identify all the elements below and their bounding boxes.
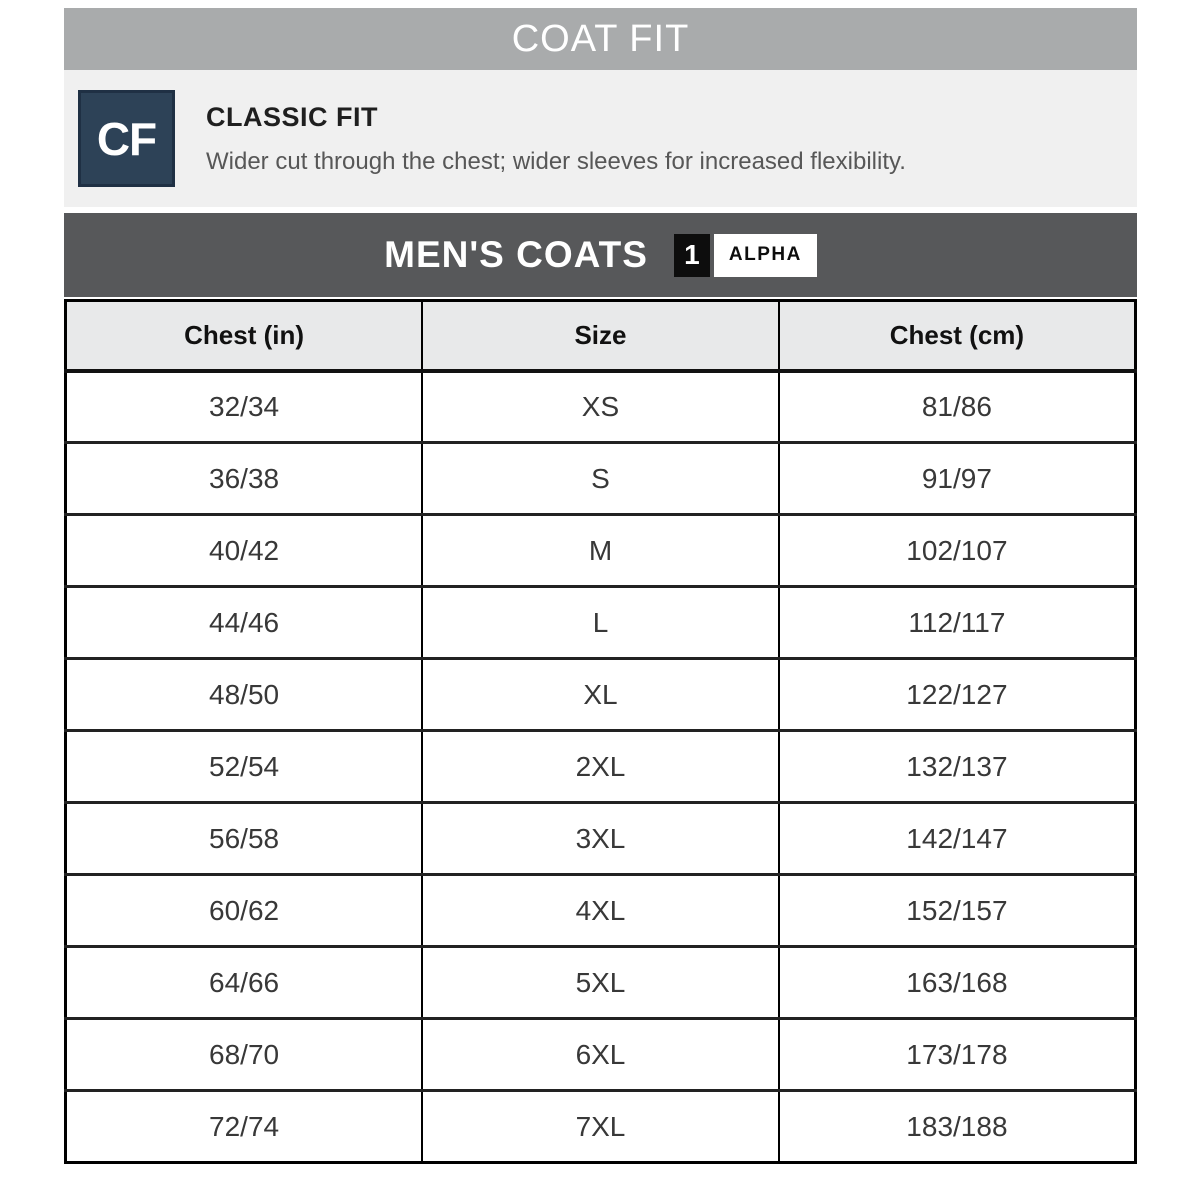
cell-size: L <box>421 585 780 659</box>
cell-size: XS <box>421 369 780 443</box>
classic-fit-section: CF CLASSIC FIT Wider cut through the che… <box>64 70 1137 207</box>
table-row: 40/42 M 102/107 <box>64 513 1137 587</box>
cell-chest-in: 36/38 <box>64 441 424 515</box>
size-chart-page: COAT FIT CF CLASSIC FIT Wider cut throug… <box>64 8 1137 1164</box>
cell-size: 5XL <box>421 945 780 1019</box>
column-header-chest-cm: Chest (cm) <box>777 299 1137 373</box>
cell-chest-cm: 112/117 <box>777 585 1137 659</box>
table-header-row: Chest (in) Size Chest (cm) <box>64 299 1137 373</box>
alpha-badge: ALPHA <box>713 233 817 277</box>
cell-chest-cm: 122/127 <box>777 657 1137 731</box>
coat-fit-header-bar: COAT FIT <box>64 8 1137 70</box>
table-row: 48/50 XL 122/127 <box>64 657 1137 731</box>
cell-chest-cm: 81/86 <box>777 369 1137 443</box>
cell-chest-cm: 91/97 <box>777 441 1137 515</box>
cell-chest-in: 60/62 <box>64 873 424 947</box>
cell-chest-in: 40/42 <box>64 513 424 587</box>
fit-text-block: CLASSIC FIT Wider cut through the chest;… <box>206 102 906 176</box>
cell-chest-in: 52/54 <box>64 729 424 803</box>
table-row: 32/34 XS 81/86 <box>64 369 1137 443</box>
cell-size: XL <box>421 657 780 731</box>
cell-chest-cm: 142/147 <box>777 801 1137 875</box>
table-row: 52/54 2XL 132/137 <box>64 729 1137 803</box>
page-title: COAT FIT <box>511 17 690 60</box>
cell-chest-in: 32/34 <box>64 369 424 443</box>
table-row: 44/46 L 112/117 <box>64 585 1137 659</box>
fit-description: Wider cut through the chest; wider sleev… <box>206 147 906 175</box>
cell-size: 3XL <box>421 801 780 875</box>
cell-chest-in: 48/50 <box>64 657 424 731</box>
column-header-size: Size <box>421 299 780 373</box>
cell-chest-in: 56/58 <box>64 801 424 875</box>
column-header-chest-in: Chest (in) <box>64 299 424 373</box>
table-row: 72/74 7XL 183/188 <box>64 1089 1137 1163</box>
cell-chest-cm: 152/157 <box>777 873 1137 947</box>
cell-size: 7XL <box>421 1089 780 1163</box>
cell-chest-in: 68/70 <box>64 1017 424 1091</box>
classic-fit-badge: CF <box>78 90 175 187</box>
cell-size: S <box>421 441 780 515</box>
table-row: 68/70 6XL 173/178 <box>64 1017 1137 1091</box>
table-row: 56/58 3XL 142/147 <box>64 801 1137 875</box>
numeric-badge: 1 <box>673 233 710 277</box>
table-row: 36/38 S 91/97 <box>64 441 1137 515</box>
cell-size: M <box>421 513 780 587</box>
size-table: Chest (in) Size Chest (cm) 32/34 XS 81/8… <box>64 299 1137 1164</box>
table-title: MEN'S COATS <box>384 234 648 275</box>
cell-chest-cm: 183/188 <box>777 1089 1137 1163</box>
cell-chest-in: 64/66 <box>64 945 424 1019</box>
table-row: 64/66 5XL 163/168 <box>64 945 1137 1019</box>
cell-size: 6XL <box>421 1017 780 1091</box>
table-row: 60/62 4XL 152/157 <box>64 873 1137 947</box>
fit-title: CLASSIC FIT <box>206 101 378 132</box>
cell-chest-cm: 163/168 <box>777 945 1137 1019</box>
cell-chest-cm: 102/107 <box>777 513 1137 587</box>
cell-chest-in: 44/46 <box>64 585 424 659</box>
mens-coats-header-bar: MEN'S COATS 1 ALPHA <box>64 213 1137 297</box>
size-type-badges: 1 ALPHA <box>673 233 817 277</box>
cell-chest-cm: 132/137 <box>777 729 1137 803</box>
cell-chest-cm: 173/178 <box>777 1017 1137 1091</box>
classic-fit-badge-label: CF <box>96 112 157 165</box>
cell-size: 4XL <box>421 873 780 947</box>
cell-size: 2XL <box>421 729 780 803</box>
cell-chest-in: 72/74 <box>64 1089 424 1163</box>
